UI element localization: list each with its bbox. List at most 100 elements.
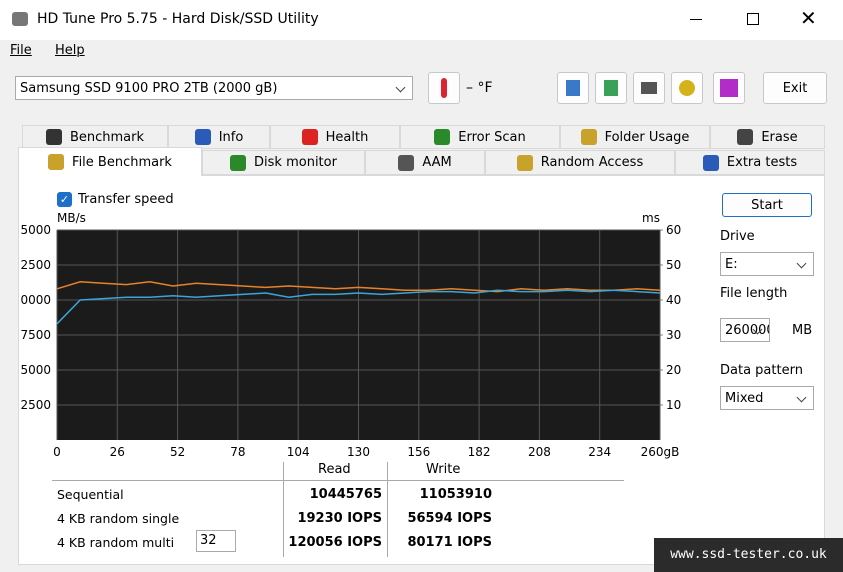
file-length-input[interactable]: 260000 (720, 318, 770, 342)
row-label: Sequential (57, 487, 124, 502)
speed-line (56, 289, 661, 325)
x-tick-label: 156 (407, 445, 430, 459)
tab-icon (737, 129, 754, 145)
menu-item[interactable]: Help (55, 43, 85, 58)
tab-label: Extra tests (726, 155, 798, 170)
file-length-unit: MB (792, 323, 813, 338)
x-tick-label: 208 (528, 445, 551, 459)
tab-icon (194, 129, 211, 145)
read-value: 10445765 (309, 487, 382, 502)
row-label: 4 KB random single (57, 511, 180, 526)
tab-icon (434, 129, 451, 145)
speed-line (56, 281, 661, 293)
column-header: Write (426, 462, 461, 477)
file-length-value: 260000 (725, 322, 770, 338)
y2-tick-label: 50 (666, 258, 681, 272)
exit-button[interactable]: Exit (763, 72, 827, 104)
tab-icon (516, 154, 533, 171)
tab[interactable]: Random Access (485, 150, 675, 175)
app-icon (12, 12, 28, 26)
tab-label: Erase (761, 129, 798, 145)
write-value: 80171 IOPS (407, 535, 492, 550)
minimize[interactable] (690, 19, 702, 20)
tab[interactable]: Extra tests (675, 150, 825, 175)
tab[interactable]: Health (270, 125, 400, 149)
tab-label: Info (218, 129, 244, 145)
row-label: 4 KB random multi (57, 535, 175, 550)
copy-all-button[interactable] (595, 72, 627, 104)
read-value: 19230 IOPS (297, 511, 382, 526)
menu-item[interactable]: File (10, 43, 32, 58)
y2-tick-label: 40 (666, 293, 681, 307)
y-tick-label: 0000 (20, 293, 51, 307)
x-tick-label: 130 (347, 445, 370, 459)
close[interactable]: ✕ (800, 6, 817, 30)
maximize[interactable] (747, 13, 759, 25)
tab-icon (398, 154, 415, 171)
tab-label: Folder Usage (604, 129, 690, 145)
y2-tick-label: 10 (666, 398, 681, 412)
drive-select[interactable]: Samsung SSD 9100 PRO 2TB (2000 gB) (15, 76, 413, 100)
data-pattern-label: Data pattern (720, 363, 803, 378)
temperature-icon (428, 72, 460, 104)
y-tick-label: 2500 (20, 398, 51, 412)
tab-icon (580, 129, 597, 145)
checkbox-label: Transfer speed (78, 192, 174, 207)
y2-axis-label: ms (642, 211, 660, 225)
options-button[interactable] (671, 72, 703, 104)
tab-label: File Benchmark (72, 154, 172, 170)
y2-tick-label: 20 (666, 363, 681, 377)
read-value: 120056 IOPS (288, 535, 382, 550)
tab-icon (702, 154, 719, 171)
tab[interactable]: Error Scan (400, 125, 560, 149)
y-tick-label: 5000 (20, 363, 51, 377)
x-tick-label: 52 (170, 445, 185, 459)
y-tick-label: 2500 (20, 258, 51, 272)
write-value: 56594 IOPS (407, 511, 492, 526)
divider (387, 462, 388, 557)
window-title: HD Tune Pro 5.75 - Hard Disk/SSD Utility (37, 11, 319, 27)
checkbox[interactable]: ✓ (57, 192, 72, 207)
queue-depth-value: 32 (200, 533, 217, 548)
file-length-label: File length (720, 286, 788, 301)
tab[interactable]: Disk monitor (202, 150, 365, 175)
x-tick-label: 104 (287, 445, 310, 459)
save-button[interactable] (713, 72, 745, 104)
x-tick-label: 78 (230, 445, 245, 459)
y2-tick-label: 60 (666, 223, 681, 237)
data-pattern-combo[interactable]: Mixed (720, 386, 814, 410)
y-axis-label: MB/s (57, 211, 86, 225)
y2-tick-label: 30 (666, 328, 681, 342)
screenshot-button[interactable] (633, 72, 665, 104)
tab-label: Benchmark (69, 129, 145, 145)
divider (52, 480, 624, 481)
x-tick-label: 0 (53, 445, 61, 459)
x-tick-label: 234 (588, 445, 611, 459)
tab-label: Random Access (540, 155, 644, 170)
write-value: 11053910 (419, 487, 492, 502)
y-tick-label: 7500 (20, 328, 51, 342)
graph: MB/s ms 5000 2500 0000 7500 5000 2500 60 50 40 30… (20, 211, 681, 459)
tab[interactable]: Info (168, 125, 270, 149)
drive-label: Drive (720, 229, 755, 244)
drive-combo[interactable]: E: (720, 252, 814, 276)
x-tick-label: 26 (110, 445, 125, 459)
tab-label: Error Scan (458, 129, 526, 145)
tab-icon (230, 154, 247, 171)
start-button[interactable]: Start (722, 193, 812, 217)
x-tick-label: 182 (468, 445, 491, 459)
active-tab[interactable]: File Benchmark (18, 147, 202, 176)
tab[interactable]: Erase (710, 125, 825, 149)
tab[interactable]: AAM (365, 150, 485, 175)
divider (283, 462, 284, 557)
copy-button[interactable] (557, 72, 589, 104)
tab[interactable]: Folder Usage (560, 125, 710, 149)
queue-depth[interactable]: 32 (196, 530, 236, 552)
tab-icon (45, 129, 62, 145)
tab-label: Health (325, 129, 369, 145)
temperature: – °F (466, 80, 493, 96)
watermark: www.ssd-tester.co.uk (654, 538, 843, 572)
tab-label: AAM (422, 155, 452, 170)
x-tick-label: 260gB (641, 445, 680, 459)
